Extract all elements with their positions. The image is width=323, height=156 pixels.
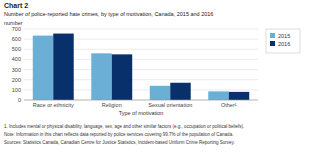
bar	[229, 92, 249, 100]
bar	[112, 54, 132, 100]
title: Chart 2	[4, 2, 28, 9]
bar	[150, 86, 170, 100]
x-axis-line	[24, 100, 258, 101]
legend-swatch	[270, 33, 275, 38]
grid	[24, 29, 258, 100]
bar	[91, 53, 111, 100]
subtitle: Number of police-reported hate crimes, b…	[4, 11, 213, 17]
bars	[33, 34, 249, 100]
bar	[170, 83, 190, 100]
legend-label: 2015	[278, 33, 290, 39]
legend: 2015 2016	[266, 29, 300, 53]
legend-label: 2016	[278, 41, 290, 47]
grid-line	[24, 29, 258, 30]
x-tick-label: Religion	[102, 102, 122, 108]
chart-container: Chart 2 Number of police-reported hate cr…	[0, 0, 323, 156]
y-tick-label: 700	[12, 26, 21, 32]
x-tick-label: Race or ethnicity	[33, 102, 74, 108]
y-tick-label: 200	[12, 77, 21, 83]
bar	[33, 36, 53, 100]
bar	[208, 91, 228, 100]
y-tick-label: 100	[12, 87, 21, 93]
x-tick-label: Sexual orientation	[148, 102, 192, 108]
y-tick-label: 600	[12, 36, 21, 42]
y-tick-label: 0	[18, 97, 21, 103]
y-tick-label: 300	[12, 67, 21, 73]
footnote: Note: Information in this chart reflects…	[4, 132, 233, 137]
y-tick-label: 400	[12, 56, 21, 62]
footnote: 1. Includes mental or physical disabilit…	[4, 124, 244, 129]
x-axis-label: Type of motivation	[119, 110, 164, 116]
background	[0, 0, 323, 156]
x-tick-label: Other¹	[221, 102, 237, 108]
bar	[53, 34, 73, 100]
chart-svg: Chart 2 Number of police-reported hate cr…	[0, 0, 323, 156]
legend-frame	[266, 29, 300, 53]
y-tick-label: 500	[12, 46, 21, 52]
footnote: Sources: Statistics Canada, Canadian Cen…	[4, 140, 235, 145]
legend-swatch	[270, 41, 275, 46]
